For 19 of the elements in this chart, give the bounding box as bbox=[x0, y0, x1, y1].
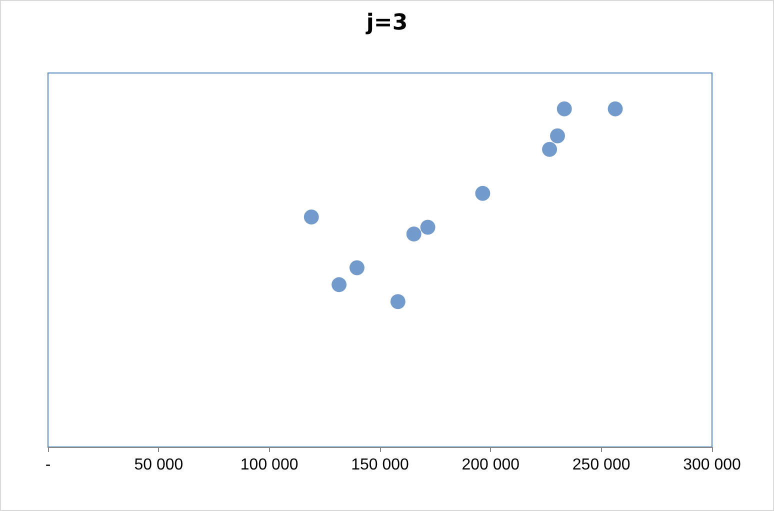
point bbox=[608, 101, 623, 116]
chart-title: j=3 bbox=[365, 10, 408, 36]
x-tick-label: 50 000 bbox=[134, 456, 184, 474]
point bbox=[304, 210, 319, 225]
point bbox=[556, 101, 572, 116]
point bbox=[550, 128, 566, 144]
x-tick-label: 150 000 bbox=[351, 456, 410, 474]
x-tick-label: - bbox=[45, 456, 51, 474]
x-tick-label: 300 000 bbox=[683, 456, 742, 474]
x-tick-label: 250 000 bbox=[572, 456, 630, 474]
point bbox=[390, 294, 406, 310]
point bbox=[420, 220, 436, 235]
point bbox=[542, 142, 558, 157]
point bbox=[332, 277, 347, 292]
point bbox=[475, 186, 490, 201]
point bbox=[349, 260, 364, 276]
x-tick-label: 100 000 bbox=[240, 456, 298, 474]
point bbox=[406, 226, 422, 242]
x-tick-label: 200 000 bbox=[462, 456, 520, 474]
